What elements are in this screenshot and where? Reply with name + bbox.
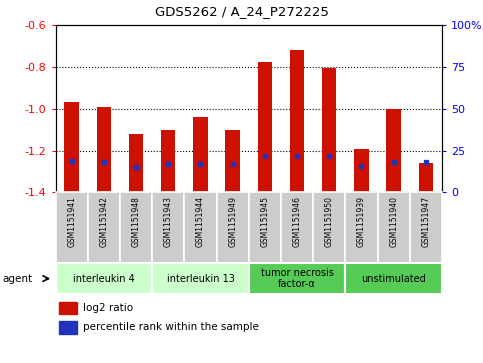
- Text: unstimulated: unstimulated: [361, 274, 426, 284]
- FancyBboxPatch shape: [56, 263, 152, 294]
- Text: interleukin 4: interleukin 4: [73, 274, 135, 284]
- FancyBboxPatch shape: [281, 192, 313, 263]
- Bar: [386, 109, 401, 192]
- Text: GSM1151949: GSM1151949: [228, 196, 237, 247]
- Bar: [59, 321, 77, 334]
- Bar: [59, 302, 77, 314]
- Bar: [64, 102, 79, 192]
- Text: log2 ratio: log2 ratio: [83, 303, 133, 313]
- Bar: [129, 134, 143, 192]
- Bar: [354, 148, 369, 192]
- Bar: [290, 50, 304, 192]
- FancyBboxPatch shape: [120, 192, 152, 263]
- Text: agent: agent: [2, 274, 32, 284]
- FancyBboxPatch shape: [56, 192, 88, 263]
- FancyBboxPatch shape: [249, 192, 281, 263]
- FancyBboxPatch shape: [378, 192, 410, 263]
- Text: percentile rank within the sample: percentile rank within the sample: [83, 322, 258, 332]
- Bar: [226, 130, 240, 192]
- Bar: [419, 163, 433, 192]
- Text: GSM1151945: GSM1151945: [260, 196, 270, 247]
- Bar: [322, 68, 337, 192]
- Text: tumor necrosis
factor-α: tumor necrosis factor-α: [261, 268, 333, 289]
- Text: GSM1151940: GSM1151940: [389, 196, 398, 247]
- FancyBboxPatch shape: [216, 192, 249, 263]
- FancyBboxPatch shape: [185, 192, 216, 263]
- Text: GSM1151939: GSM1151939: [357, 196, 366, 247]
- Text: GSM1151948: GSM1151948: [131, 196, 141, 247]
- Text: GSM1151944: GSM1151944: [196, 196, 205, 247]
- FancyBboxPatch shape: [152, 192, 185, 263]
- Bar: [193, 117, 208, 192]
- Text: GSM1151942: GSM1151942: [99, 196, 108, 247]
- Text: GSM1151946: GSM1151946: [293, 196, 301, 247]
- Text: GSM1151941: GSM1151941: [67, 196, 76, 247]
- Bar: [161, 130, 175, 192]
- Text: GSM1151950: GSM1151950: [325, 196, 334, 247]
- FancyBboxPatch shape: [249, 263, 345, 294]
- FancyBboxPatch shape: [88, 192, 120, 263]
- FancyBboxPatch shape: [313, 192, 345, 263]
- Text: interleukin 13: interleukin 13: [167, 274, 234, 284]
- Text: GSM1151943: GSM1151943: [164, 196, 173, 247]
- Bar: [97, 107, 111, 192]
- Text: GSM1151947: GSM1151947: [421, 196, 430, 247]
- FancyBboxPatch shape: [345, 263, 442, 294]
- FancyBboxPatch shape: [345, 192, 378, 263]
- Text: GDS5262 / A_24_P272225: GDS5262 / A_24_P272225: [155, 5, 328, 19]
- FancyBboxPatch shape: [152, 263, 249, 294]
- Bar: [257, 62, 272, 192]
- FancyBboxPatch shape: [410, 192, 442, 263]
